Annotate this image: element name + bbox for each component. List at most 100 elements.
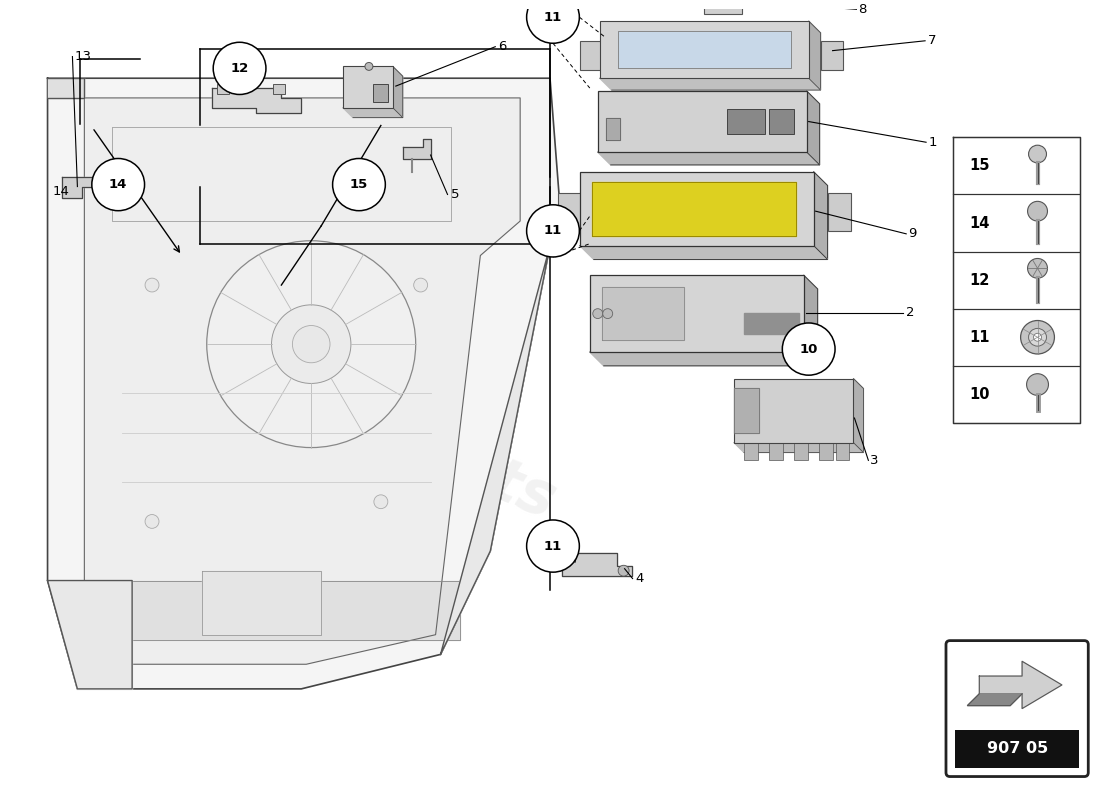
FancyBboxPatch shape bbox=[836, 442, 849, 460]
FancyBboxPatch shape bbox=[597, 91, 806, 152]
Polygon shape bbox=[211, 88, 301, 113]
FancyBboxPatch shape bbox=[274, 84, 285, 94]
Polygon shape bbox=[979, 662, 1062, 709]
Polygon shape bbox=[806, 91, 820, 165]
Polygon shape bbox=[47, 78, 560, 689]
Text: 1: 1 bbox=[928, 136, 936, 149]
FancyBboxPatch shape bbox=[821, 41, 843, 70]
Circle shape bbox=[1026, 374, 1048, 395]
Circle shape bbox=[1021, 321, 1055, 354]
Text: electricparts: electricparts bbox=[138, 314, 565, 532]
Circle shape bbox=[213, 42, 266, 94]
FancyBboxPatch shape bbox=[955, 730, 1079, 768]
Text: 10: 10 bbox=[969, 387, 989, 402]
Polygon shape bbox=[734, 442, 864, 453]
FancyBboxPatch shape bbox=[590, 275, 804, 352]
FancyBboxPatch shape bbox=[727, 109, 764, 134]
Polygon shape bbox=[47, 581, 132, 689]
Text: 12: 12 bbox=[969, 273, 989, 288]
Text: 15: 15 bbox=[969, 158, 989, 174]
FancyBboxPatch shape bbox=[217, 84, 229, 94]
FancyBboxPatch shape bbox=[827, 194, 851, 231]
Text: 4: 4 bbox=[636, 572, 644, 585]
FancyBboxPatch shape bbox=[343, 66, 393, 108]
Circle shape bbox=[272, 305, 351, 383]
FancyBboxPatch shape bbox=[794, 442, 807, 460]
Text: 14: 14 bbox=[53, 185, 69, 198]
FancyBboxPatch shape bbox=[769, 109, 794, 134]
FancyBboxPatch shape bbox=[769, 442, 783, 460]
Polygon shape bbox=[804, 275, 817, 366]
Polygon shape bbox=[602, 287, 684, 340]
Text: 9: 9 bbox=[909, 227, 916, 240]
Circle shape bbox=[207, 241, 416, 447]
FancyBboxPatch shape bbox=[946, 641, 1088, 777]
Circle shape bbox=[145, 514, 160, 528]
Polygon shape bbox=[854, 378, 864, 453]
FancyBboxPatch shape bbox=[704, 0, 742, 14]
Circle shape bbox=[293, 326, 330, 362]
Text: 907 05: 907 05 bbox=[987, 742, 1048, 757]
Circle shape bbox=[332, 158, 385, 210]
Text: a passion for parts since 1985: a passion for parts since 1985 bbox=[191, 511, 451, 630]
Circle shape bbox=[91, 158, 144, 210]
Text: 12: 12 bbox=[231, 62, 249, 75]
Polygon shape bbox=[967, 694, 1022, 706]
Circle shape bbox=[145, 278, 160, 292]
Text: 13: 13 bbox=[75, 50, 91, 63]
Text: 11: 11 bbox=[543, 539, 562, 553]
Circle shape bbox=[527, 205, 580, 257]
Polygon shape bbox=[590, 352, 817, 366]
Circle shape bbox=[527, 0, 580, 43]
Text: 2: 2 bbox=[906, 306, 915, 319]
Polygon shape bbox=[393, 66, 403, 118]
Circle shape bbox=[527, 520, 580, 572]
Polygon shape bbox=[343, 108, 403, 118]
FancyBboxPatch shape bbox=[580, 41, 602, 70]
Text: 11: 11 bbox=[543, 224, 562, 238]
Polygon shape bbox=[814, 172, 827, 259]
FancyBboxPatch shape bbox=[744, 442, 758, 460]
Text: 14: 14 bbox=[969, 215, 989, 230]
Polygon shape bbox=[744, 313, 799, 334]
Polygon shape bbox=[441, 206, 560, 654]
Polygon shape bbox=[112, 581, 461, 640]
Circle shape bbox=[618, 566, 629, 576]
Text: 6: 6 bbox=[498, 40, 507, 54]
Circle shape bbox=[365, 62, 373, 70]
Text: 8: 8 bbox=[858, 2, 867, 16]
Polygon shape bbox=[580, 246, 827, 259]
Polygon shape bbox=[85, 98, 520, 664]
Circle shape bbox=[1034, 334, 1042, 341]
FancyBboxPatch shape bbox=[580, 172, 814, 246]
FancyBboxPatch shape bbox=[600, 21, 808, 78]
Circle shape bbox=[1028, 145, 1046, 163]
Text: 3: 3 bbox=[870, 454, 879, 467]
Polygon shape bbox=[600, 78, 821, 90]
FancyBboxPatch shape bbox=[734, 378, 854, 442]
Polygon shape bbox=[592, 182, 795, 236]
Circle shape bbox=[414, 278, 428, 292]
Polygon shape bbox=[201, 570, 321, 634]
Polygon shape bbox=[63, 177, 92, 198]
Polygon shape bbox=[562, 553, 631, 576]
Circle shape bbox=[1027, 258, 1047, 278]
Circle shape bbox=[782, 323, 835, 375]
Circle shape bbox=[1028, 328, 1046, 346]
Text: 10: 10 bbox=[800, 342, 818, 355]
Polygon shape bbox=[734, 389, 759, 433]
FancyBboxPatch shape bbox=[818, 442, 833, 460]
Polygon shape bbox=[808, 21, 821, 90]
Text: 14: 14 bbox=[109, 178, 128, 191]
Circle shape bbox=[603, 309, 613, 318]
Circle shape bbox=[374, 495, 388, 509]
Text: 15: 15 bbox=[350, 178, 368, 191]
Text: 7: 7 bbox=[928, 34, 936, 47]
Polygon shape bbox=[597, 152, 820, 165]
Circle shape bbox=[1027, 202, 1047, 221]
Polygon shape bbox=[47, 78, 85, 98]
Text: 11: 11 bbox=[969, 330, 989, 345]
Polygon shape bbox=[618, 31, 791, 68]
FancyBboxPatch shape bbox=[558, 194, 582, 231]
Polygon shape bbox=[403, 139, 430, 159]
